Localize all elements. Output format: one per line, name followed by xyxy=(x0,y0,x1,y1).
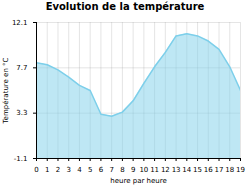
svg-text:4: 4 xyxy=(77,166,82,174)
svg-text:8: 8 xyxy=(120,166,124,174)
svg-text:11: 11 xyxy=(150,166,159,174)
svg-text:7.7: 7.7 xyxy=(16,64,27,72)
svg-text:16: 16 xyxy=(204,166,213,174)
svg-text:2: 2 xyxy=(56,166,60,174)
svg-text:12.1: 12.1 xyxy=(12,19,28,27)
svg-text:Température en °C: Température en °C xyxy=(2,57,10,124)
html-text:Evolution de la température: Evolution de la température xyxy=(45,1,205,12)
svg-text:6: 6 xyxy=(99,166,104,174)
svg-text:3.3: 3.3 xyxy=(16,109,27,117)
svg-text:7: 7 xyxy=(109,166,113,174)
svg-text:heure par heure: heure par heure xyxy=(110,177,166,185)
svg-text:13: 13 xyxy=(172,166,181,174)
svg-text:14: 14 xyxy=(182,166,191,174)
svg-text:-1.1: -1.1 xyxy=(14,155,28,163)
svg-text:0: 0 xyxy=(34,166,38,174)
svg-text:19: 19 xyxy=(236,166,245,174)
svg-text:17: 17 xyxy=(215,166,224,174)
svg-text:12: 12 xyxy=(161,166,170,174)
svg-text:10: 10 xyxy=(139,166,148,174)
svg-text:5: 5 xyxy=(88,166,92,174)
svg-text:3: 3 xyxy=(66,166,70,174)
svg-text:9: 9 xyxy=(131,166,135,174)
svg-text:18: 18 xyxy=(225,166,234,174)
svg-text:1: 1 xyxy=(45,166,49,174)
svg-text:15: 15 xyxy=(193,166,202,174)
